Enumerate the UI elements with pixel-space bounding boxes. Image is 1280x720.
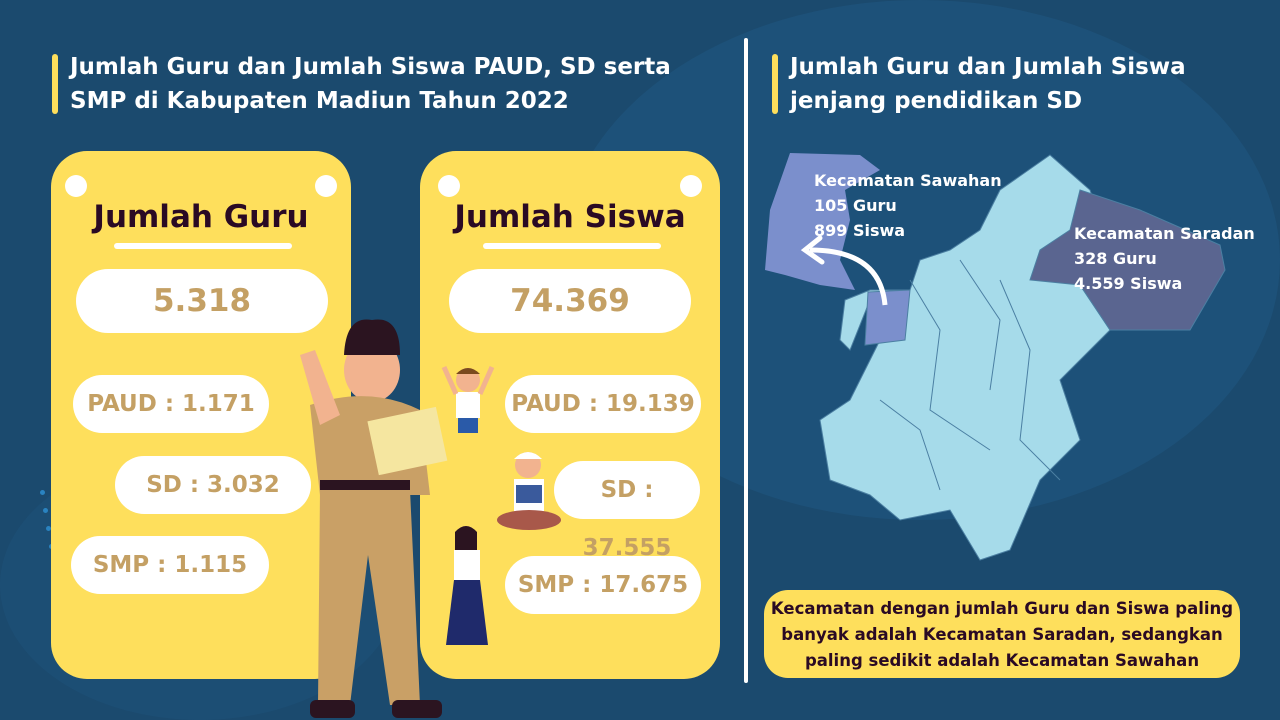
guru-sd: SD : 3.032 (115, 456, 311, 514)
map-region-sawahan (765, 153, 880, 290)
dot (46, 526, 51, 531)
map-region-sawahan-part (864, 289, 911, 346)
reading-student-illustration (497, 452, 561, 530)
saradan-label: Kecamatan Saradan 328 Guru 4.559 Siswa (1074, 221, 1255, 296)
teacher-illustration (300, 319, 448, 718)
guru-heading: Jumlah Guru (93, 199, 309, 235)
left-title: Jumlah Guru dan Jumlah Siswa PAUD, SD se… (52, 50, 712, 118)
madiun-map (765, 153, 1226, 561)
heading-underline (483, 243, 661, 249)
arrow-head-icon (800, 235, 825, 265)
guru-total: 5.318 (76, 269, 328, 333)
saradan-guru: 328 Guru (1074, 249, 1157, 268)
dot (43, 508, 48, 513)
card-hole (315, 175, 337, 197)
card-hole (438, 175, 460, 197)
summary-note: Kecamatan dengan jumlah Guru dan Siswa p… (764, 590, 1240, 678)
sawahan-siswa: 899 Siswa (814, 221, 906, 240)
divider (744, 38, 748, 683)
saradan-name: Kecamatan Saradan (1074, 224, 1255, 243)
siswa-paud: PAUD : 19.139 (505, 375, 701, 433)
guru-smp: SMP : 1.115 (71, 536, 269, 594)
map-region-saradan (1029, 189, 1226, 331)
dot (40, 490, 45, 495)
sawahan-label: Kecamatan Sawahan 105 Guru 899 Siswa (814, 168, 1002, 243)
district-borders (879, 259, 1061, 491)
card-hole (680, 175, 702, 197)
arrow-icon (809, 247, 888, 306)
guru-card: Jumlah Guru 5.318 PAUD : 1.171 SD : 3.03… (51, 151, 351, 679)
card-hole (65, 175, 87, 197)
heading-underline (114, 243, 292, 249)
saradan-siswa: 4.559 Siswa (1074, 274, 1183, 293)
sawahan-name: Kecamatan Sawahan (814, 171, 1002, 190)
sawahan-guru: 105 Guru (814, 196, 897, 215)
siswa-sd: SD : 37.555 (554, 461, 700, 561)
right-title: Jumlah Guru dan Jumlah Siswa jenjang pen… (772, 50, 1212, 118)
siswa-total: 74.369 (449, 269, 691, 333)
students-illustration (441, 365, 495, 645)
siswa-smp: SMP : 17.675 (505, 556, 701, 614)
guru-paud: PAUD : 1.171 (73, 375, 269, 433)
siswa-heading: Jumlah Siswa (454, 199, 686, 235)
